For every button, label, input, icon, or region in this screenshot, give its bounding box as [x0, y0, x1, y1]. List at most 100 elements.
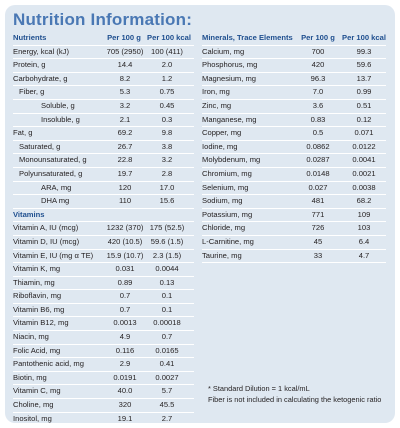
- value-per-100kcal: 68.2: [356, 196, 372, 206]
- value-per-100kcal: 0.0038: [352, 182, 376, 192]
- page-title: Nutrition Information:: [13, 10, 193, 29]
- mineral-row: Potassium, mg 771 109: [202, 209, 386, 223]
- value-per-100g: 0.0148: [306, 168, 330, 178]
- row-label: Folic Acid, mg: [13, 345, 61, 355]
- mineral-row: Selenium, mg 0.027 0.0038: [202, 182, 386, 196]
- value-per-100kcal: 13.7: [356, 73, 372, 83]
- value-per-100kcal: 0.41: [159, 359, 175, 369]
- value-per-100kcal: 5.7: [161, 386, 173, 396]
- row-label: Energy, kcal (kJ): [13, 46, 69, 56]
- value-per-100g: 0.031: [115, 264, 135, 274]
- row-label: Magnesium, mg: [202, 73, 257, 83]
- vitamin-row: Biotin, mg 0.0191 0.0027: [13, 372, 194, 386]
- value-per-100kcal: 0.1: [161, 304, 173, 314]
- row-label: Polyunsaturated, g: [19, 168, 83, 178]
- nutrient-row: Fiber, g 5.3 0.75: [13, 86, 194, 100]
- row-label: Carbohydrate, g: [13, 73, 68, 83]
- vitamin-row: Inositol, mg 19.1 2.7: [13, 413, 194, 427]
- value-per-100g: 0.7: [119, 291, 131, 301]
- row-label: Chromium, mg: [202, 168, 252, 178]
- value-per-100kcal: 0.0021: [352, 168, 376, 178]
- row-label: Phosphorus, mg: [202, 60, 258, 70]
- row-label: Iron, mg: [202, 87, 230, 97]
- row-label: Vitamin E, IU (mg α TE): [13, 250, 94, 260]
- mineral-row: Calcium, mg 700 99.3: [202, 46, 386, 60]
- minerals-header-per-100kcal: Per 100 kcal: [342, 33, 386, 42]
- nutrients-header-per-100g: Per 100 g: [107, 33, 141, 42]
- value-per-100g: 14.4: [117, 60, 133, 70]
- value-per-100kcal: 0.0044: [155, 264, 179, 274]
- row-label: Vitamin D, IU (mcg): [13, 236, 80, 246]
- value-per-100g: 0.89: [117, 277, 133, 287]
- nutrient-row: ARA, mg 120 17.0: [13, 182, 194, 196]
- mineral-row: Sodium, mg 481 68.2: [202, 195, 386, 209]
- vitamins-header: Vitamins: [13, 209, 194, 223]
- value-per-100g: 2.9: [119, 359, 131, 369]
- value-per-100kcal: 0.99: [356, 87, 372, 97]
- nutrients-header-row: Nutrients Per 100 g Per 100 kcal: [13, 32, 194, 46]
- value-per-100g: 19.1: [117, 413, 133, 423]
- row-label: DHA mg: [41, 196, 70, 206]
- row-label: Inositol, mg: [13, 413, 52, 423]
- value-per-100g: 481: [311, 196, 325, 206]
- value-per-100g: 4.9: [119, 332, 131, 342]
- value-per-100g: 420: [311, 60, 325, 70]
- nutrient-row: DHA mg 110 15.6: [13, 195, 194, 209]
- vitamin-row: Thiamin, mg 0.89 0.13: [13, 277, 194, 291]
- value-per-100kcal: 3.2: [161, 155, 173, 165]
- value-per-100g: 0.83: [310, 114, 326, 124]
- minerals-header-label: Minerals, Trace Elements: [202, 33, 293, 42]
- row-label: Calcium, mg: [202, 46, 245, 56]
- value-per-100kcal: 0.1: [161, 291, 173, 301]
- value-per-100kcal: 0.45: [159, 100, 175, 110]
- row-label: L-Carnitine, mg: [202, 236, 254, 246]
- vitamin-row: Riboflavin, mg 0.7 0.1: [13, 290, 194, 304]
- value-per-100kcal: 9.8: [161, 128, 173, 138]
- value-per-100kcal: 2.8: [161, 168, 173, 178]
- minerals-header-row: Minerals, Trace Elements Per 100 g Per 1…: [202, 32, 386, 46]
- value-per-100g: 0.0287: [306, 155, 330, 165]
- mineral-row: Molybdenum, mg 0.0287 0.0041: [202, 154, 386, 168]
- value-per-100g: 705 (2950): [106, 46, 144, 56]
- row-label: Monounsaturated, g: [19, 155, 87, 165]
- value-per-100kcal: 17.0: [159, 182, 175, 192]
- mineral-row: L-Carnitine, mg 45 6.4: [202, 236, 386, 250]
- nutrient-row: Carbohydrate, g 8.2 1.2: [13, 73, 194, 87]
- mineral-row: Copper, mg 0.5 0.071: [202, 127, 386, 141]
- value-per-100g: 19.7: [117, 168, 133, 178]
- vitamins-header-label: Vitamins: [13, 209, 45, 219]
- row-label: Protein, g: [13, 60, 46, 70]
- nutrient-row: Saturated, g 26.7 3.8: [13, 141, 194, 155]
- row-label: Iodine, mg: [202, 141, 238, 151]
- value-per-100g: 15.9 (10.7): [106, 250, 144, 260]
- value-per-100g: 0.027: [308, 182, 328, 192]
- value-per-100g: 0.0013: [113, 318, 137, 328]
- mineral-row: Iodine, mg 0.0862 0.0122: [202, 141, 386, 155]
- row-label: Niacin, mg: [13, 332, 49, 342]
- value-per-100kcal: 0.3: [161, 114, 173, 124]
- mineral-row: Magnesium, mg 96.3 13.7: [202, 73, 386, 87]
- row-label: Vitamin B6, mg: [13, 304, 65, 314]
- row-label: Thiamin, mg: [13, 277, 55, 287]
- row-label: Vitamin C, mg: [13, 386, 61, 396]
- value-per-100g: 0.0862: [306, 141, 330, 151]
- value-per-100kcal: 2.3 (1.5): [152, 250, 182, 260]
- value-per-100g: 7.0: [312, 87, 324, 97]
- row-label: Saturated, g: [19, 141, 61, 151]
- minerals-header-per-100g: Per 100 g: [301, 33, 335, 42]
- row-label: Riboflavin, mg: [13, 291, 62, 301]
- value-per-100kcal: 59.6: [356, 60, 372, 70]
- value-per-100g: 96.3: [310, 73, 326, 83]
- value-per-100g: 726: [311, 223, 325, 233]
- value-per-100g: 0.0191: [113, 372, 137, 382]
- value-per-100g: 120: [118, 182, 132, 192]
- value-per-100g: 3.2: [119, 100, 131, 110]
- nutrient-row: Energy, kcal (kJ) 705 (2950) 100 (411): [13, 46, 194, 60]
- row-label: Vitamin A, IU (mcg): [13, 223, 79, 233]
- row-label: Zinc, mg: [202, 100, 232, 110]
- row-label: Manganese, mg: [202, 114, 257, 124]
- value-per-100g: 1232 (370): [106, 223, 144, 233]
- nutrition-panel: [5, 5, 395, 423]
- mineral-row: Taurine, mg 33 4.7: [202, 250, 386, 264]
- value-per-100kcal: 0.51: [356, 100, 372, 110]
